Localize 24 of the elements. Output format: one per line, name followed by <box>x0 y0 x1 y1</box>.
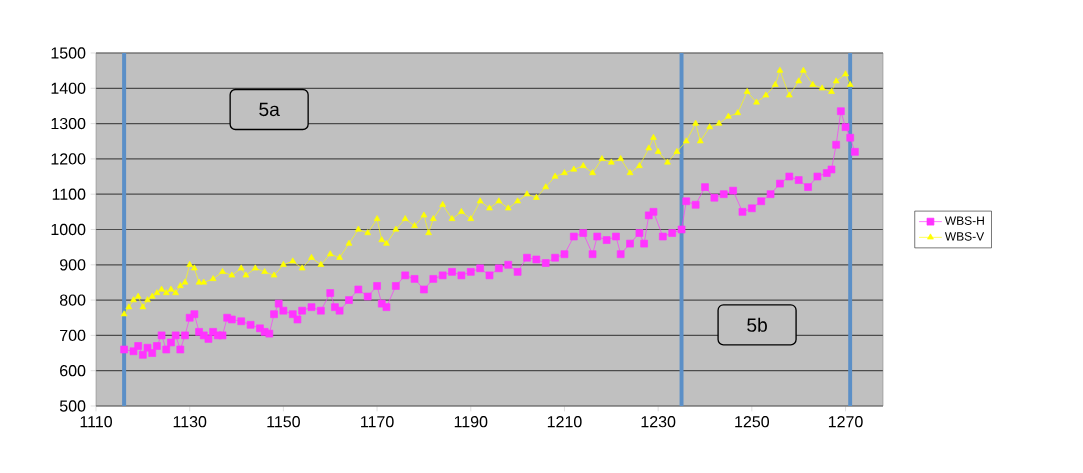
x-tick-label: 1190 <box>454 416 488 428</box>
x-tick-label: 1170 <box>361 416 394 428</box>
y-tick-label: 1100 <box>52 188 86 200</box>
x-tick-label: 1130 <box>173 416 207 428</box>
y-tick-label: 1400 <box>51 82 86 94</box>
y-tick-label: 1000 <box>51 223 86 236</box>
y-tick-label: 1200 <box>51 153 86 165</box>
y-tick-label: 600 <box>60 365 86 377</box>
y-tick-label: 1300 <box>51 117 86 130</box>
x-tick-label: 1150 <box>267 416 300 428</box>
annotation: 5a <box>259 102 280 117</box>
legend-label: WBS-V <box>944 232 985 241</box>
x-tick-label: 1110 <box>80 416 112 428</box>
annotation: 5b <box>747 317 767 332</box>
x-tick-label: 1210 <box>547 416 582 428</box>
x-tick-label: 1270 <box>828 416 863 428</box>
y-tick-label: 500 <box>59 400 86 412</box>
y-tick-label: 900 <box>60 259 86 271</box>
x-tick-label: 1250 <box>735 416 770 428</box>
y-tick-label: 1500 <box>51 47 86 59</box>
y-tick-label: 800 <box>59 294 86 306</box>
y-tick-label: 700 <box>60 329 86 342</box>
x-tick-label: 1230 <box>641 416 676 428</box>
legend-label: WBS-H <box>944 216 984 225</box>
